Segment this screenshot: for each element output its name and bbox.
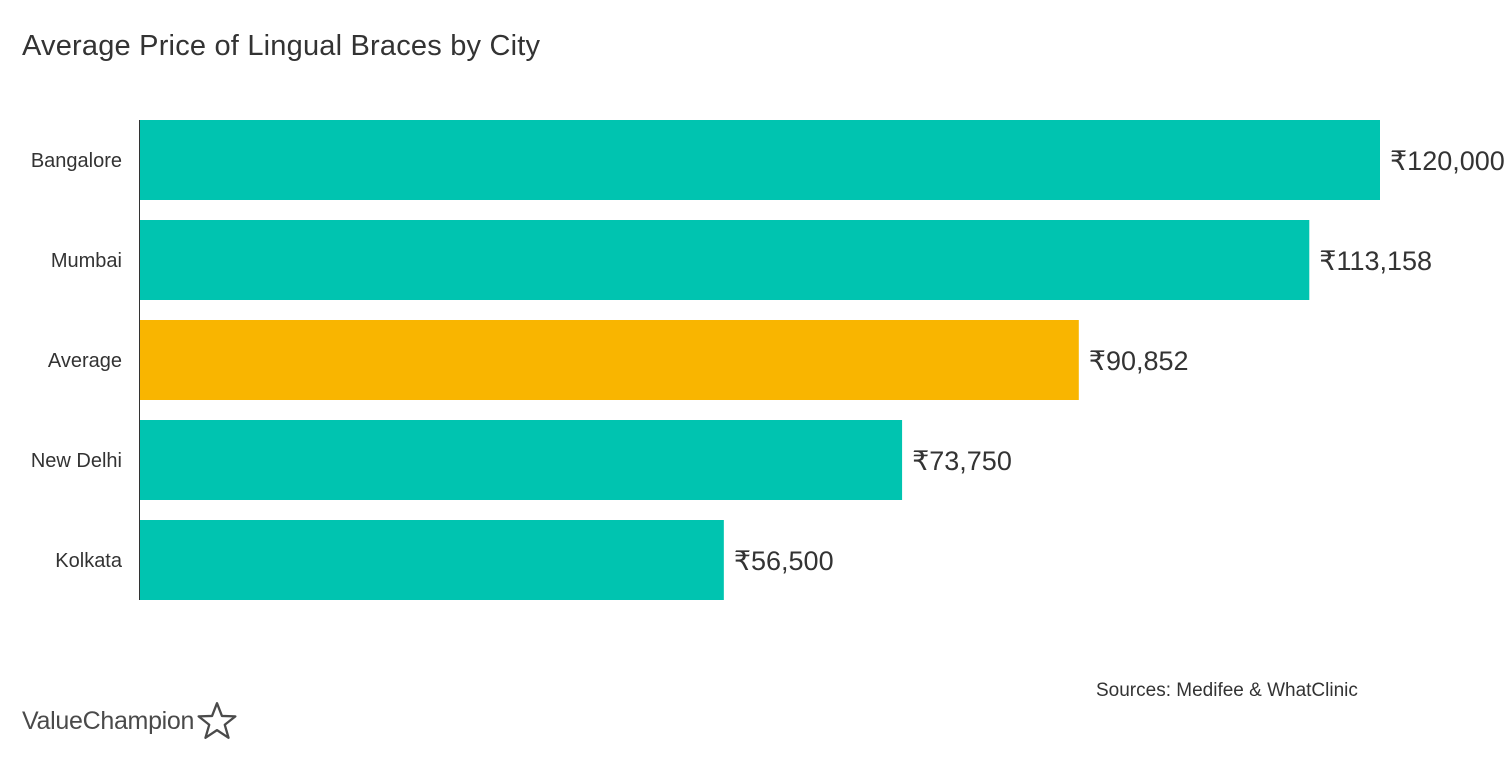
bar-average [140,320,1079,400]
brand-logo: ValueChampion [22,700,238,742]
value-labels: ₹120,000 ₹113,158 ₹90,852 ₹73,750 ₹56,500 [734,146,1504,576]
category-label-kolkata: Kolkata [55,550,123,572]
value-label-average: ₹90,852 [1089,346,1189,376]
bar-new-delhi [140,420,903,500]
source-note: Sources: Medifee & WhatClinic [1096,680,1358,701]
category-label-bangalore: Bangalore [31,150,122,172]
bars-group [140,120,1380,600]
value-label-bangalore: ₹120,000 [1390,146,1504,176]
chart-title: Average Price of Lingual Braces by City [22,30,541,62]
category-label-mumbai: Mumbai [51,250,122,272]
bar-mumbai [140,220,1310,300]
category-label-average: Average [48,350,122,372]
bar-bangalore [140,120,1380,200]
brand-name: ValueChampion [22,706,195,735]
value-label-mumbai: ₹113,158 [1319,246,1432,276]
value-label-new-delhi: ₹73,750 [912,446,1012,476]
category-label-new-delhi: New Delhi [31,450,122,472]
category-labels: Bangalore Mumbai Average New Delhi Kolkata [31,150,123,572]
star-outline-icon [197,701,237,739]
bar-chart: Bangalore Mumbai Average New Delhi Kolkata ₹… [31,120,1504,600]
value-label-kolkata: ₹56,500 [734,546,834,576]
bar-kolkata [140,520,724,600]
